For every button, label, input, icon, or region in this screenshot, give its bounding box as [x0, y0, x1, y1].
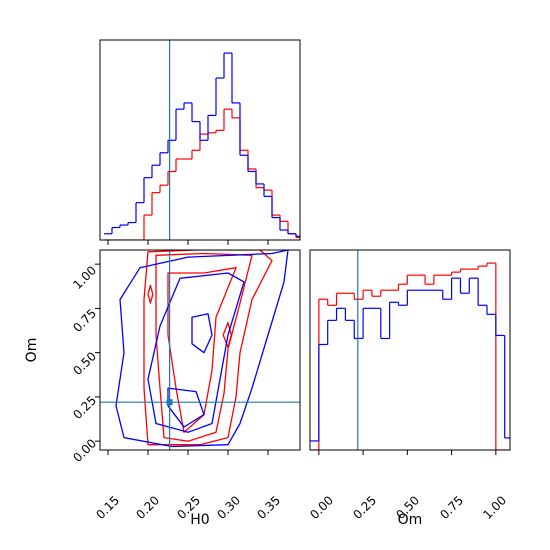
tick-label-om-y-2: 0.50: [70, 349, 99, 378]
tick-label-om-y-0: 0.00: [70, 436, 99, 465]
truth-marker: [166, 399, 173, 406]
tick-label-om-x-3: 0.75: [437, 493, 466, 522]
x-axis-label-om: Om: [398, 512, 423, 528]
tick-label-om-y-3: 0.75: [70, 306, 99, 335]
y-axis-label-om: Om: [24, 338, 40, 363]
tick-label-h0-3: 0.30: [214, 493, 243, 522]
chart-frames: [99, 39, 511, 451]
hist-om-group: [310, 262, 510, 450]
frame-h0-hist: [99, 39, 301, 241]
contour-blue-level-0: [115, 250, 289, 448]
tick-label-om-y-1: 0.25: [70, 393, 99, 422]
contour-blue-level-3: [167, 387, 205, 428]
contour-group: [115, 250, 289, 448]
frame-2d: [99, 249, 301, 451]
chart-marks: [100, 40, 510, 450]
tick-label-h0-0: 0.15: [93, 493, 122, 522]
contour-blue-level-1: [147, 272, 245, 433]
contour-red-level-4: [147, 284, 154, 304]
tick-label-om-x-0: 0.00: [307, 493, 336, 522]
tick-label-om-x-1: 0.25: [350, 493, 379, 522]
frame-om-hist: [309, 249, 511, 451]
tick-label-om-x-4: 1.00: [480, 493, 509, 522]
contour-red-level-2: [167, 267, 237, 433]
tick-label-h0-4: 0.35: [254, 493, 283, 522]
chart-ticks: [95, 240, 497, 455]
contour-blue-level-2: [191, 313, 213, 354]
contour-red-level-0: [143, 250, 273, 446]
hist-h0-group: [104, 52, 300, 240]
tick-label-om-y-4: 1.00: [70, 263, 99, 292]
tick-label-h0-1: 0.20: [133, 493, 162, 522]
x-axis-label-h0: H0: [190, 512, 209, 528]
